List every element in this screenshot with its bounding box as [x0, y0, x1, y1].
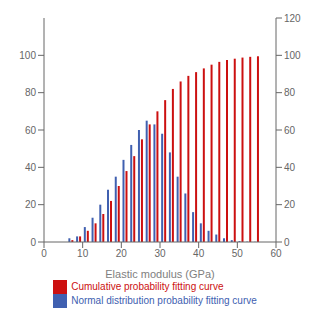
svg-text:0: 0	[284, 237, 290, 248]
svg-text:100: 100	[284, 50, 301, 61]
svg-text:60: 60	[270, 248, 282, 259]
svg-text:80: 80	[284, 87, 296, 98]
svg-text:0: 0	[41, 248, 47, 259]
svg-text:100: 100	[19, 50, 36, 61]
svg-text:120: 120	[284, 13, 301, 24]
html-text:Normal distribution probabilit: Normal distribution probability fitting …	[71, 294, 257, 306]
svg-text:50: 50	[232, 248, 244, 259]
svg-text:0: 0	[30, 237, 36, 248]
svg-text:60: 60	[25, 125, 37, 136]
svg-text:80: 80	[25, 87, 37, 98]
svg-text:40: 40	[193, 248, 205, 259]
svg-text:60: 60	[284, 125, 296, 136]
svg-text:40: 40	[25, 162, 37, 173]
html-text:Cumulative probability fitting: Cumulative probability fitting curve	[71, 280, 224, 292]
svg-text:30: 30	[154, 248, 166, 259]
svg-text:20: 20	[25, 199, 37, 210]
svg-text:10: 10	[77, 248, 89, 259]
svg-text:20: 20	[284, 199, 296, 210]
svg-text:Elastic modulus (GPa): Elastic modulus (GPa)	[105, 268, 214, 280]
svg-text:40: 40	[284, 162, 296, 173]
svg-text:20: 20	[116, 248, 128, 259]
